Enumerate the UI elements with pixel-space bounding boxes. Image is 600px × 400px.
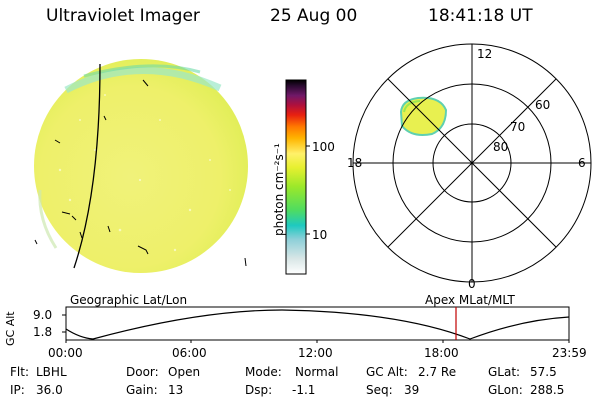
info-glat-value: 57.5: [530, 365, 557, 379]
timeline-ytick-top: 9.0: [33, 308, 53, 322]
info-ip-label: IP:: [10, 383, 25, 397]
info-door-label: Door:: [126, 365, 159, 379]
polar-label-lat-70: 70: [510, 120, 526, 134]
polar-label-mlt-6: 6: [578, 156, 586, 170]
polar-label-mlt-18: 18: [347, 156, 363, 170]
info-dsp-value: -1.1: [292, 383, 316, 397]
colorbar-unit-label: photon cm⁻²s⁻¹: [272, 143, 286, 236]
timeline-xtick-0: 00:00: [48, 346, 83, 360]
timeline-xtick-2: 12:00: [298, 346, 333, 360]
image-time: 18:41:18 UT: [428, 6, 533, 26]
info-gain-label: Gain:: [126, 383, 158, 397]
info-gcalt-value: 2.7 Re: [418, 365, 457, 379]
polar-label-mlt-12: 12: [477, 47, 493, 61]
colorbar: [285, 79, 310, 275]
uv-earth-disk-image: [34, 59, 248, 273]
polar-label-lat-80: 80: [493, 140, 509, 154]
app-title: Ultraviolet Imager: [46, 6, 200, 26]
timeline-ytick-bottom: 1.8: [33, 325, 53, 339]
info-mode-label: Mode:: [245, 365, 282, 379]
polar-label-mlt-0: 0: [468, 277, 476, 291]
timeline-xtick-1: 06:00: [172, 346, 207, 360]
info-dsp-label: Dsp:: [245, 383, 273, 397]
info-glat-label: GLat:: [488, 365, 521, 379]
timeline-ylabel: GC Alt: [4, 311, 17, 346]
image-date: 25 Aug 00: [270, 6, 358, 26]
timeline-right-caption: Apex MLat/MLT: [425, 293, 515, 307]
timeline-xtick-4: 23:59: [552, 346, 587, 360]
timeline-xtick-3: 18:00: [424, 346, 459, 360]
info-glon-value: 288.5: [530, 383, 565, 397]
info-mode-value: Normal: [295, 365, 339, 379]
timeline-left-caption: Geographic Lat/Lon: [70, 293, 188, 307]
info-gcalt-label: GC Alt:: [366, 365, 408, 379]
info-door-value: Open: [168, 365, 201, 379]
info-filter-label: Flt:: [10, 365, 29, 379]
info-seq-value: 39: [404, 383, 420, 397]
orbit-altitude-plot: [62, 306, 570, 343]
colorbar-tick-100: 100: [312, 140, 335, 154]
polar-label-lat-60: 60: [535, 98, 551, 112]
polar-plot: [352, 43, 592, 283]
info-filter-value: LBHL: [36, 365, 67, 379]
info-ip-value: 36.0: [36, 383, 63, 397]
colorbar-tick-10: 10: [312, 228, 328, 242]
info-glon-label: GLon:: [488, 383, 523, 397]
info-gain-value: 13: [168, 383, 184, 397]
info-seq-label: Seq:: [366, 383, 393, 397]
